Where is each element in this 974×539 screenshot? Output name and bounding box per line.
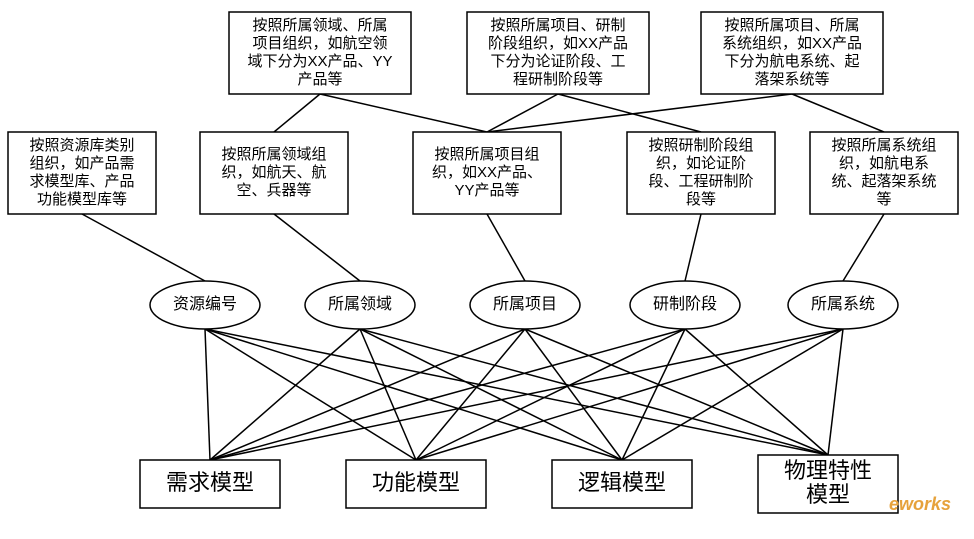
box-top2: 按照所属项目、研制阶段组织，如XX产品下分为论证阶段、工程研制阶段等 — [467, 12, 649, 94]
box-m2: 功能模型 — [346, 460, 486, 508]
box-text: 织，如航电系 — [839, 155, 929, 172]
diagram-canvas: 按照所属领域、所属项目组织，如航空领域下分为XX产品、YY产品等按照所属项目、研… — [0, 0, 974, 539]
box-text: YY产品等 — [454, 181, 519, 199]
ellipse-ell5: 所属系统 — [788, 281, 898, 329]
box-text: 段、工程研制阶 — [648, 173, 753, 190]
edge — [274, 94, 320, 132]
box-text: 模型 — [806, 482, 850, 507]
box-text: 功能模型库等 — [37, 190, 127, 208]
ellipse-ell2: 所属领域 — [305, 281, 415, 329]
edge — [416, 329, 843, 460]
box-text: 按照所属项目、所属 — [724, 17, 859, 34]
box-text: 落架系统等 — [754, 70, 829, 88]
edge — [210, 329, 685, 460]
box-text: 段等 — [686, 190, 716, 208]
box-text: 按照研制阶段组 — [648, 137, 753, 154]
edge — [558, 94, 701, 132]
edge — [360, 329, 828, 455]
box-text: 按照所属领域、所属 — [252, 17, 387, 34]
edge — [205, 329, 210, 460]
box-text: 阶段组织，如XX产品 — [488, 35, 628, 52]
box-text: 产品等 — [297, 70, 342, 88]
ellipse-ell4: 研制阶段 — [630, 281, 740, 329]
box-text: 物理特性 — [784, 458, 872, 483]
box-text: 下分为航电系统、起 — [724, 53, 859, 70]
edge — [360, 329, 622, 460]
edge — [828, 329, 843, 455]
edge — [210, 329, 360, 460]
edge — [843, 214, 884, 281]
edge — [487, 214, 525, 281]
box-mid1: 按照资源库类别组织，如产品需求模型库、产品功能模型库等 — [8, 132, 156, 214]
edge — [274, 214, 360, 281]
box-m3: 逻辑模型 — [552, 460, 692, 508]
edge — [416, 329, 685, 460]
box-mid2: 按照所属领域组织，如航天、航空、兵器等 — [200, 132, 348, 214]
box-text: 按照所属领域组 — [221, 146, 326, 163]
edge — [82, 214, 205, 281]
edge — [685, 214, 701, 281]
edge — [205, 329, 416, 460]
edge — [622, 329, 843, 460]
ellipse-label: 所属系统 — [811, 295, 875, 313]
box-text: 空、兵器等 — [236, 181, 311, 199]
box-text: 需求模型 — [166, 470, 254, 495]
box-text: 按照所属系统组 — [831, 137, 936, 154]
box-text: 织，如论证阶 — [656, 155, 746, 172]
edge — [320, 94, 487, 132]
box-top3: 按照所属项目、所属系统组织，如XX产品下分为航电系统、起落架系统等 — [701, 12, 883, 94]
box-text: 域下分为XX产品、YY — [247, 53, 392, 70]
box-text: 织，如航天、航 — [221, 164, 326, 181]
ellipse-label: 所属项目 — [493, 295, 557, 313]
ellipse-label: 研制阶段 — [653, 295, 717, 313]
box-text: 求模型库、产品 — [29, 173, 134, 190]
box-text: 组织，如产品需 — [29, 155, 134, 172]
box-text: 按照所属项目、研制 — [490, 17, 625, 34]
box-text: 织，如XX产品、 — [432, 164, 542, 181]
ellipse-ell1: 资源编号 — [150, 281, 260, 329]
box-top1: 按照所属领域、所属项目组织，如航空领域下分为XX产品、YY产品等 — [229, 12, 411, 94]
edge — [487, 94, 792, 132]
box-text: 按照所属项目组 — [434, 146, 539, 163]
edge — [205, 329, 622, 460]
box-m1: 需求模型 — [140, 460, 280, 508]
watermark: eworks — [889, 494, 951, 514]
box-text: 下分为论证阶段、工 — [490, 53, 625, 70]
box-text: 功能模型 — [372, 470, 460, 495]
box-mid4: 按照研制阶段组织，如论证阶段、工程研制阶段等 — [627, 132, 775, 214]
ellipse-label: 资源编号 — [173, 295, 237, 313]
ellipse-ell3: 所属项目 — [470, 281, 580, 329]
box-text: 按照资源库类别 — [29, 137, 134, 154]
box-text: 逻辑模型 — [578, 470, 666, 495]
edge — [792, 94, 884, 132]
box-mid5: 按照所属系统组织，如航电系统、起落架系统等 — [810, 132, 958, 214]
box-text: 统、起落架系统 — [831, 173, 936, 190]
box-m4: 物理特性模型 — [758, 455, 898, 513]
ellipse-label: 所属领域 — [328, 295, 392, 313]
box-text: 项目组织，如航空领 — [252, 35, 387, 52]
box-text: 程研制阶段等 — [513, 70, 603, 88]
edge — [487, 94, 558, 132]
box-mid3: 按照所属项目组织，如XX产品、YY产品等 — [413, 132, 561, 214]
box-text: 等 — [876, 190, 891, 208]
box-text: 系统组织，如XX产品 — [722, 35, 862, 52]
